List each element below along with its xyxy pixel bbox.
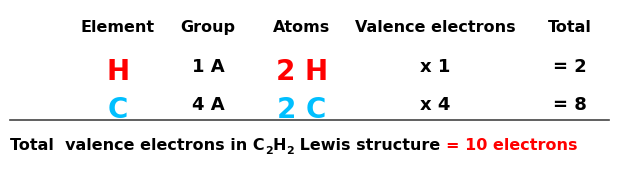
Text: = 10 electrons: = 10 electrons <box>446 138 577 153</box>
Text: 2: 2 <box>286 146 293 156</box>
Text: 2: 2 <box>265 146 272 156</box>
Text: = 2: = 2 <box>553 58 587 76</box>
Text: C: C <box>108 96 128 124</box>
Text: 2 H: 2 H <box>276 58 328 86</box>
Text: Total  valence electrons in C: Total valence electrons in C <box>10 138 265 153</box>
Text: H: H <box>272 138 286 153</box>
Text: Total: Total <box>548 20 592 35</box>
Text: x 1: x 1 <box>420 58 450 76</box>
Text: Atoms: Atoms <box>274 20 331 35</box>
Text: Group: Group <box>181 20 235 35</box>
Text: x 4: x 4 <box>420 96 450 114</box>
Text: 2 C: 2 C <box>277 96 327 124</box>
Text: H: H <box>106 58 129 86</box>
Text: = 8: = 8 <box>553 96 587 114</box>
Text: 1 A: 1 A <box>192 58 224 76</box>
Text: Valence electrons: Valence electrons <box>355 20 515 35</box>
Text: Lewis structure: Lewis structure <box>293 138 446 153</box>
Text: 4 A: 4 A <box>192 96 224 114</box>
Text: Element: Element <box>81 20 155 35</box>
